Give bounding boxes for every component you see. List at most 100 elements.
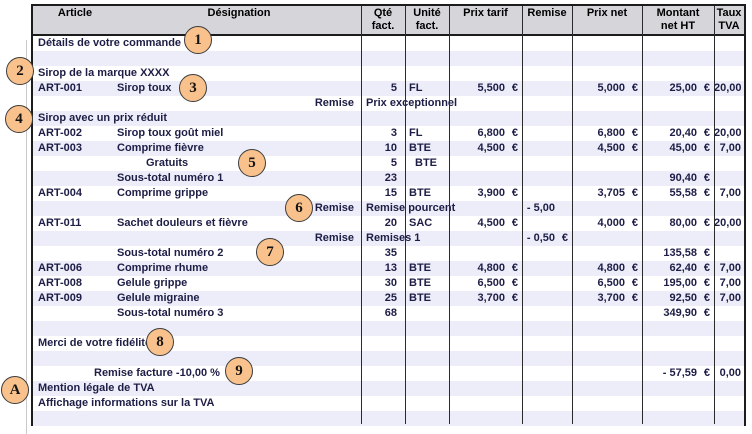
column-header: Qté fact. [371, 7, 395, 32]
taux-tva: 0,00 [719, 367, 741, 379]
quantity: 13 [384, 262, 397, 274]
euro-sign: € [703, 187, 710, 199]
section-label: Mention légale de TVA [38, 382, 155, 394]
column-header: Taux TVA [716, 7, 742, 32]
euro-sign: € [561, 232, 568, 244]
montant-net-ht: 80,00 € [642, 216, 714, 231]
subtotal-amount: 90,40 € [642, 171, 714, 186]
column-divider-line [449, 6, 450, 424]
quantity: 3 [390, 127, 397, 139]
prix-net: 3,705 € [572, 186, 642, 201]
prix-net: 4,800 € [572, 261, 642, 276]
section-label: Affichage informations sur la TVA [38, 397, 215, 409]
taux-tva: 7,00 [719, 142, 741, 154]
euro-sign: € [703, 247, 710, 259]
table-row: ART-008 Gelule grippe 30 BTE 6,500 €6,500 €195… [33, 276, 744, 291]
free-items-label: Gratuits [146, 157, 189, 169]
euro-sign: € [631, 217, 638, 229]
table-row: Sous-total numéro 3 68 349,90 € [33, 306, 744, 321]
table-row: Affichage informations sur la TVA [33, 396, 744, 411]
column-header: Prix net [586, 7, 628, 19]
euro-sign: € [511, 142, 518, 154]
section-label: Merci de votre fidélité [38, 337, 152, 349]
prix-tarif-value: 6,500 [477, 277, 505, 289]
taux-tva: 7,00 [719, 292, 741, 304]
table-row: ART-011 Sachet douleurs et fièvre 20 SAC 4,5… [33, 216, 744, 231]
section-label: Sirop avec un prix réduit [38, 112, 167, 124]
table-row [33, 51, 744, 66]
taux-tva: 20,00 [714, 127, 742, 139]
prix-net-value: 6,800 [597, 127, 625, 139]
euro-sign: € [511, 277, 518, 289]
article-code: ART-011 [38, 217, 82, 229]
unit: FL [409, 82, 423, 94]
euro-sign: € [511, 217, 518, 229]
callout-3: 3 [179, 74, 207, 102]
table-row: ART-003 Comprime fièvre 10 BTE 4,500 €4,500 €4… [33, 141, 744, 156]
table-row: ART-004 Comprime grippe 15 BTE 3,900 €3,705 €5… [33, 186, 744, 201]
column-divider-line [572, 6, 573, 424]
unit: BTE [409, 142, 431, 154]
quantity: 15 [384, 187, 397, 199]
montant-net-ht-value: 45,00 [669, 142, 697, 154]
callout-1: 1 [184, 26, 212, 54]
prix-net-value: 4,500 [597, 142, 625, 154]
column-divider-line [714, 6, 715, 424]
prix-net: 4,500 € [572, 141, 642, 156]
montant-net-ht: 45,00 € [642, 141, 714, 156]
callout-2: 2 [6, 57, 34, 85]
quantity: 20 [384, 217, 397, 229]
subtotal-amount-value: 349,90 [663, 307, 697, 319]
montant-net-ht-value: 20,40 [669, 127, 697, 139]
table-row: Remise Remises 1 - 0,50 € [33, 231, 744, 246]
euro-sign: € [631, 262, 638, 274]
table-row: Sirop avec un prix réduit [33, 111, 744, 126]
quantity: 5 [390, 82, 397, 94]
montant-net-ht: 25,00 € [642, 81, 714, 96]
designation: Gelule migraine [117, 292, 200, 304]
table-row [33, 321, 744, 336]
unit: BTE [409, 277, 431, 289]
prix-tarif: 4,500 € [449, 141, 522, 156]
subtotal-quantity: 68 [384, 307, 397, 319]
subtotal-amount: 349,90 € [642, 306, 714, 321]
euro-sign: € [511, 127, 518, 139]
euro-sign: € [703, 172, 710, 184]
table-row: ART-006 Comprime rhume 13 BTE 4,800 €4,800 €62… [33, 261, 744, 276]
montant-net-ht-value: 55,58 [669, 187, 697, 199]
callout-7: 7 [256, 238, 284, 266]
subtotal-label: Sous-total numéro 2 [117, 247, 224, 259]
prix-tarif-value: 4,500 [477, 217, 505, 229]
euro-sign: € [511, 262, 518, 274]
table-row [33, 351, 744, 366]
unit: BTE [409, 292, 431, 304]
article-code: ART-008 [38, 277, 83, 289]
euro-sign: € [703, 262, 710, 274]
euro-sign: € [703, 292, 710, 304]
euro-sign: € [631, 187, 638, 199]
article-code: ART-001 [38, 82, 83, 94]
column-header: Désignation [207, 7, 271, 19]
remise-label: Remise [314, 97, 354, 109]
prix-net: 5,000 € [572, 81, 642, 96]
montant-net-ht: 55,58 € [642, 186, 714, 201]
taux-tva: 7,00 [719, 187, 741, 199]
table-row: Sirop de la marque XXXX [33, 66, 744, 81]
remise-value-value: - 5,00 [526, 202, 555, 214]
remise-description: Remise pourcent [366, 202, 456, 214]
callout-8: 8 [146, 328, 174, 356]
montant-net-ht: 195,00 € [642, 276, 714, 291]
prix-net: 6,500 € [572, 276, 642, 291]
callout-5: 5 [238, 149, 266, 177]
designation: Comprime grippe [117, 187, 209, 199]
invoice-discount-label: Remise facture -10,00 % [94, 367, 220, 379]
unit: BTE [409, 262, 431, 274]
designation: Gelule grippe [117, 277, 188, 289]
taux-tva: 20,00 [714, 82, 742, 94]
designation: Sirop toux goût miel [117, 127, 224, 139]
callout-6: 6 [285, 194, 313, 222]
column-header: Prix tarif [463, 7, 508, 19]
prix-tarif: 5,500 € [449, 81, 522, 96]
article-code: ART-003 [38, 142, 83, 154]
table-header: Article Désignation Qté fact. Unité fact. Pr… [33, 6, 744, 36]
